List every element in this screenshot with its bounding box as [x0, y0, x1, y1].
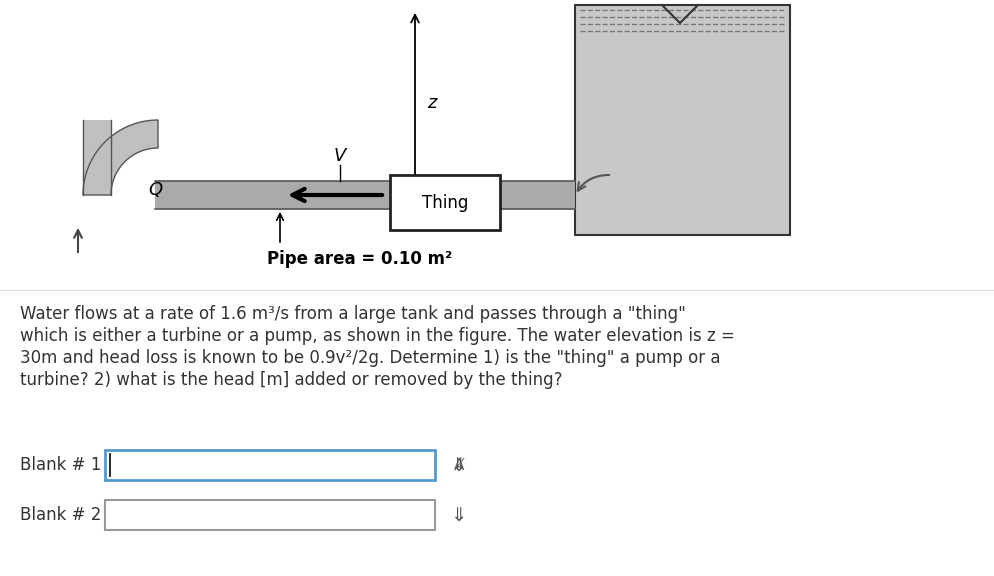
- Text: Blank # 1: Blank # 1: [20, 456, 101, 474]
- Bar: [105, 450, 434, 480]
- Bar: [105, 500, 434, 530]
- Bar: [155, 181, 575, 209]
- Bar: [83, 120, 111, 195]
- Text: which is either a turbine or a pump, as shown in the figure. The water elevation: which is either a turbine or a pump, as …: [20, 327, 735, 345]
- Text: 30m and head loss is known to be 0.9v²/2g. Determine 1) is the "thing" a pump or: 30m and head loss is known to be 0.9v²/2…: [20, 349, 720, 367]
- Text: Q: Q: [148, 181, 162, 199]
- Text: A̸: A̸: [454, 457, 465, 472]
- Text: Blank # 2: Blank # 2: [20, 506, 101, 524]
- Text: Pipe area = 0.10 m²: Pipe area = 0.10 m²: [267, 250, 452, 268]
- Text: V: V: [333, 147, 346, 165]
- Bar: [575, 5, 789, 235]
- Text: ⇓: ⇓: [449, 456, 466, 475]
- Bar: [87, 200, 106, 250]
- Text: Water flows at a rate of 1.6 m³/s from a large tank and passes through a "thing": Water flows at a rate of 1.6 m³/s from a…: [20, 305, 685, 323]
- Polygon shape: [83, 120, 158, 195]
- Text: Thing: Thing: [421, 194, 468, 211]
- Bar: [390, 175, 500, 230]
- Text: ⇓: ⇓: [449, 506, 466, 525]
- Text: z: z: [426, 93, 436, 112]
- Text: turbine? 2) what is the head [m] added or removed by the thing?: turbine? 2) what is the head [m] added o…: [20, 371, 562, 389]
